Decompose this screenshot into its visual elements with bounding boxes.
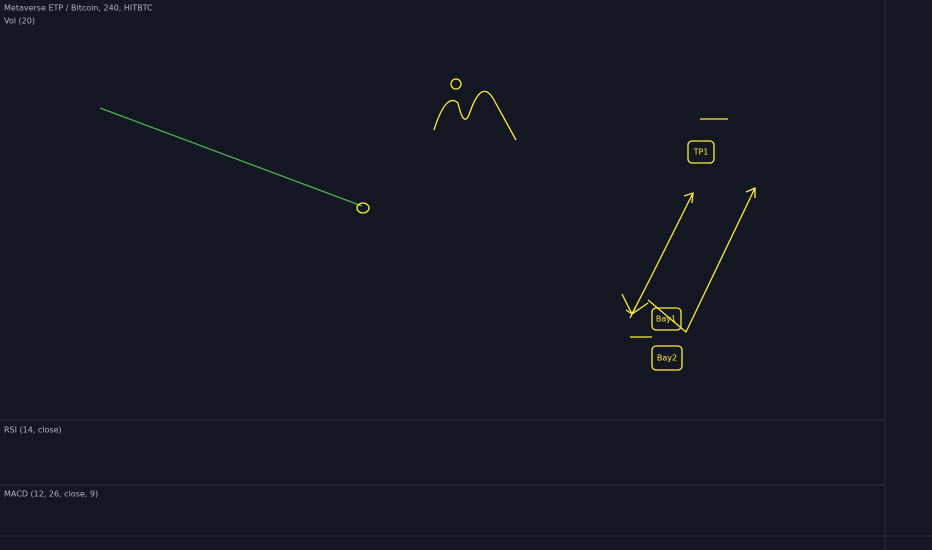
volume-label: Vol (20) (4, 17, 35, 26)
annotation: Bay2 (657, 354, 677, 363)
chart-title: Metaverse ETP / Bitcoin, 240, HITBTC (4, 4, 153, 13)
annotation: Bay1 (656, 315, 676, 324)
label-box (651, 345, 683, 371)
annotation: TP1 (693, 148, 709, 157)
drawings (99, 78, 756, 371)
arrow (647, 186, 756, 334)
circle (450, 78, 462, 90)
circle (356, 202, 370, 214)
curve (433, 90, 517, 141)
label-box (687, 140, 715, 164)
macd-label: MACD (12, 26, close, 9) (4, 490, 98, 499)
label-box (651, 307, 682, 331)
trend-line (99, 107, 363, 207)
arrow (629, 192, 694, 319)
rsi-label: RSI (14, close) (4, 426, 62, 435)
